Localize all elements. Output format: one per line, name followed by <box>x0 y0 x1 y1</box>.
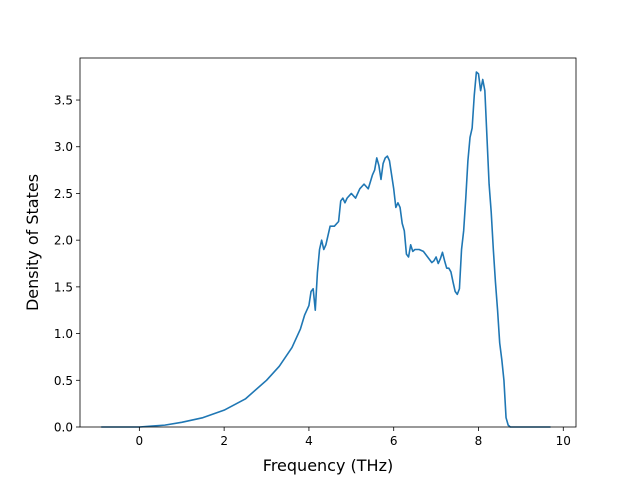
y-tick-label: 2.5 <box>54 187 73 201</box>
y-tick-label: 1.5 <box>54 280 73 294</box>
axes-frame <box>79 57 577 428</box>
y-tick-label: 1.0 <box>54 327 73 341</box>
y-tick-label: 0.5 <box>54 374 73 388</box>
plot-area <box>101 71 551 428</box>
y-axis-label: Density of States <box>23 174 42 311</box>
x-tick-label: 4 <box>305 434 313 448</box>
axis-ticks: 0 2 4 6 8 10 0.0 0.5 1.0 1.5 2.0 2.5 3.0 3.5 <box>54 94 571 448</box>
dos-series-line <box>101 71 551 428</box>
x-tick-label: 0 <box>136 434 144 448</box>
x-tick-label: 2 <box>220 434 228 448</box>
x-tick-label: 10 <box>556 434 571 448</box>
x-axis-label: Frequency (THz) <box>263 456 393 475</box>
x-tick-label: 8 <box>475 434 483 448</box>
x-tick-label: 6 <box>390 434 398 448</box>
y-tick-label: 2.0 <box>54 234 73 248</box>
y-tick-label: 3.5 <box>54 94 73 108</box>
y-tick-label: 3.0 <box>54 140 73 154</box>
y-tick-label: 0.0 <box>54 421 73 435</box>
